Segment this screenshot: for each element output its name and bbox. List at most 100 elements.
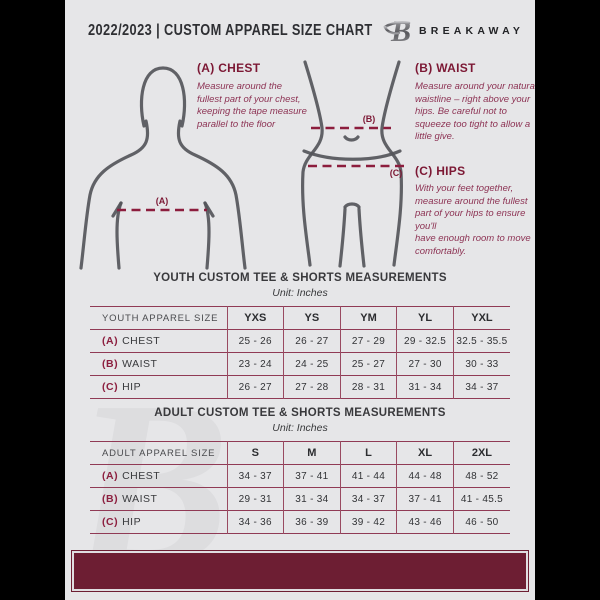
brand-name: BREAKAWAY bbox=[419, 25, 525, 37]
row-key: (A) bbox=[102, 335, 119, 347]
table-cell: 43 - 46 bbox=[396, 510, 454, 534]
table-cell: 48 - 52 bbox=[452, 464, 510, 488]
table-cell: 37 - 41 bbox=[283, 464, 341, 488]
row-name: WAIST bbox=[122, 493, 158, 505]
right-inner-arm bbox=[203, 201, 211, 270]
table-cell: 34 - 37 bbox=[452, 375, 510, 399]
waist-instruction-heading: (B) WAIST bbox=[415, 61, 476, 75]
left-inner-leg bbox=[338, 207, 347, 268]
table-cell: 34 - 37 bbox=[226, 464, 284, 488]
column-header: S bbox=[226, 441, 284, 465]
page-title: 2022/2023 | CUSTOM APPAREL SIZE CHART bbox=[88, 22, 373, 39]
table-cell: 29 - 32.5 bbox=[396, 329, 454, 353]
table-header-row: YOUTH APPAREL SIZE YXS YS YM YL YXL bbox=[90, 306, 510, 330]
row-key: (A) bbox=[102, 470, 119, 482]
column-header: YXL bbox=[452, 306, 510, 330]
adult-size-table: ADULT APPAREL SIZE S M L XL 2XL (A) CHEST… bbox=[90, 441, 510, 534]
table-cell: 31 - 34 bbox=[396, 375, 454, 399]
hips-instruction-text: With your feet together, measure around … bbox=[415, 183, 531, 257]
crotch-arc bbox=[343, 202, 361, 209]
table-row: (C) HIP 26 - 27 27 - 28 28 - 31 31 - 34 3… bbox=[90, 375, 510, 399]
column-header: M bbox=[283, 441, 341, 465]
adult-table-title: ADULT CUSTOM TEE & SHORTS MEASUREMENTS bbox=[154, 407, 446, 419]
measurement-diagram: (A) (B) (C) (A) CHEST Measure around the… bbox=[65, 0, 535, 272]
chest-line-label: (A) bbox=[155, 196, 169, 206]
row-name: CHEST bbox=[122, 335, 161, 347]
column-header: YM bbox=[339, 306, 397, 330]
table-cell: 26 - 27 bbox=[283, 329, 341, 353]
table-cell: 39 - 42 bbox=[339, 510, 397, 534]
logo-swoosh-top bbox=[383, 21, 411, 29]
table-cell: 25 - 27 bbox=[339, 352, 397, 376]
torso-figure-icon bbox=[79, 66, 247, 270]
logo-letter: B bbox=[390, 15, 411, 48]
table-cell: 26 - 27 bbox=[226, 375, 284, 399]
column-header: YOUTH APPAREL SIZE bbox=[102, 312, 219, 324]
hip-line-label: (C) bbox=[389, 168, 403, 178]
table-row: (B) WAIST 23 - 24 24 - 25 25 - 27 27 - 30… bbox=[90, 352, 510, 376]
row-label: (A) CHEST bbox=[90, 465, 227, 488]
table-cell: 27 - 29 bbox=[339, 329, 397, 353]
table-cell: 34 - 36 bbox=[226, 510, 284, 534]
row-label: (C) HIP bbox=[90, 376, 227, 399]
waistband-curve bbox=[302, 149, 402, 161]
adult-table-unit: Unit: Inches bbox=[272, 422, 328, 434]
right-armpit-tick bbox=[203, 201, 215, 218]
youth-table-title: YOUTH CUSTOM TEE & SHORTS MEASUREMENTS bbox=[153, 272, 447, 284]
row-label: (A) CHEST bbox=[90, 330, 227, 353]
size-chart-page: B 2022/2023 | CUSTOM APPAREL SIZE CHART … bbox=[65, 0, 535, 600]
column-header: YS bbox=[283, 306, 341, 330]
row-key: (C) bbox=[102, 381, 119, 393]
row-name: CHEST bbox=[122, 470, 161, 482]
chest-instruction-text: Measure around the fullest part of your … bbox=[197, 81, 307, 130]
table-header-row: ADULT APPAREL SIZE S M L XL 2XL bbox=[90, 441, 510, 465]
logo-b-icon: B bbox=[383, 15, 411, 48]
table-cell: 31 - 34 bbox=[283, 487, 341, 511]
table-cell: 30 - 33 bbox=[452, 352, 510, 376]
logo-swoosh-bottom bbox=[383, 25, 401, 35]
row-key: (B) bbox=[102, 493, 119, 505]
column-header: XL bbox=[396, 441, 454, 465]
table-cell: 23 - 24 bbox=[226, 352, 284, 376]
header: 2022/2023 | CUSTOM APPAREL SIZE CHART B bbox=[65, 0, 535, 56]
row-key: (B) bbox=[102, 358, 119, 370]
table-cell: 41 - 45.5 bbox=[452, 487, 510, 511]
table-row: (B) WAIST 29 - 31 31 - 34 34 - 37 37 - 41… bbox=[90, 487, 510, 511]
row-label: (B) WAIST bbox=[90, 488, 227, 511]
column-header: YL bbox=[396, 306, 454, 330]
row-name: WAIST bbox=[122, 358, 158, 370]
right-shoulder-arm bbox=[176, 119, 247, 270]
chest-instruction-heading: (A) CHEST bbox=[197, 61, 261, 75]
footer-bar bbox=[72, 551, 528, 591]
table-cell: 36 - 39 bbox=[283, 510, 341, 534]
table-cell: 28 - 31 bbox=[339, 375, 397, 399]
column-header: 2XL bbox=[452, 441, 510, 465]
breakaway-logo-icon: B bbox=[383, 12, 415, 48]
row-key: (C) bbox=[102, 516, 119, 528]
table-cell: 27 - 28 bbox=[283, 375, 341, 399]
table-cell: 29 - 31 bbox=[226, 487, 284, 511]
right-inner-leg bbox=[357, 207, 366, 268]
table-cell: 46 - 50 bbox=[452, 510, 510, 534]
table-cell: 24 - 25 bbox=[283, 352, 341, 376]
right-hip-leg bbox=[380, 60, 403, 267]
table-row: (A) CHEST 34 - 37 37 - 41 41 - 44 44 - 48… bbox=[90, 464, 510, 488]
youth-size-table: YOUTH APPAREL SIZE YXS YS YM YL YXL (A) C… bbox=[90, 306, 510, 399]
table-cell: 37 - 41 bbox=[396, 487, 454, 511]
row-name: HIP bbox=[122, 516, 142, 528]
navel-mark bbox=[343, 135, 360, 142]
waist-line-label: (B) bbox=[362, 114, 376, 124]
table-cell: 25 - 26 bbox=[226, 329, 284, 353]
waist-instruction-text: Measure around your natural waistline – … bbox=[415, 81, 535, 143]
youth-table-unit: Unit: Inches bbox=[272, 287, 328, 299]
table-cell: 27 - 30 bbox=[396, 352, 454, 376]
table-cell: 34 - 37 bbox=[339, 487, 397, 511]
row-label: (B) WAIST bbox=[90, 353, 227, 376]
table-cell: 44 - 48 bbox=[396, 464, 454, 488]
hips-instruction-heading: (C) HIPS bbox=[415, 164, 466, 178]
left-shoulder-arm bbox=[79, 119, 150, 270]
table-cell: 41 - 44 bbox=[339, 464, 397, 488]
head-outline bbox=[139, 66, 187, 128]
row-label: (C) HIP bbox=[90, 511, 227, 534]
